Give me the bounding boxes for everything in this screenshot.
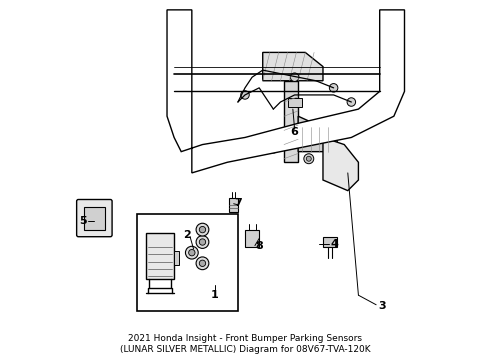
Text: 6: 6: [291, 127, 298, 137]
Bar: [245, 230, 259, 247]
Circle shape: [291, 73, 299, 81]
Circle shape: [304, 154, 314, 164]
Polygon shape: [263, 53, 323, 81]
Text: 4: 4: [330, 239, 338, 249]
Bar: [84, 207, 105, 230]
Text: 3: 3: [378, 301, 386, 311]
Bar: [174, 251, 179, 265]
FancyBboxPatch shape: [76, 199, 112, 237]
Bar: [146, 233, 174, 279]
Text: 1: 1: [211, 290, 219, 300]
Circle shape: [269, 143, 278, 153]
Circle shape: [241, 91, 249, 99]
Circle shape: [196, 236, 209, 248]
Text: 2: 2: [183, 230, 191, 240]
Circle shape: [284, 130, 298, 145]
Circle shape: [347, 98, 356, 106]
Bar: [137, 214, 238, 311]
Bar: [229, 198, 238, 212]
Circle shape: [199, 226, 206, 233]
Circle shape: [306, 156, 311, 161]
Text: 8: 8: [256, 240, 264, 251]
Circle shape: [189, 249, 195, 256]
Polygon shape: [323, 138, 358, 191]
Circle shape: [199, 239, 206, 245]
Circle shape: [185, 246, 198, 259]
Bar: [288, 99, 302, 107]
Circle shape: [196, 257, 209, 270]
Text: 2021 Honda Insight - Front Bumper Parking Sensors
(LUNAR SILVER METALLIC) Diagra: 2021 Honda Insight - Front Bumper Parkin…: [120, 334, 370, 354]
Polygon shape: [323, 237, 337, 247]
Polygon shape: [298, 116, 337, 152]
Circle shape: [271, 145, 276, 150]
Text: 5: 5: [80, 216, 87, 226]
Circle shape: [329, 84, 338, 92]
Circle shape: [196, 223, 209, 236]
Polygon shape: [167, 10, 405, 173]
Circle shape: [199, 260, 206, 266]
Text: 7: 7: [234, 198, 242, 208]
Polygon shape: [284, 81, 298, 162]
